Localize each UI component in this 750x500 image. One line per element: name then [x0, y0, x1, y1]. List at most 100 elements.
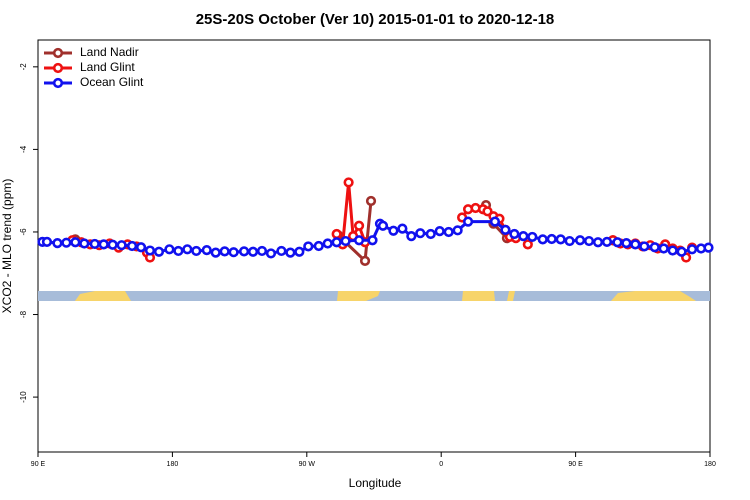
point: [116, 240, 127, 251]
point: [153, 246, 165, 257]
point: [98, 239, 109, 250]
point: [686, 244, 698, 255]
point: [425, 228, 436, 240]
point: [555, 234, 566, 245]
point: [276, 245, 287, 257]
legend-label: Ocean Glint: [80, 75, 144, 89]
y-tick-label: -8: [19, 310, 28, 318]
point: [61, 237, 72, 248]
y-tick-label: -2: [19, 63, 28, 71]
point: [247, 246, 259, 257]
point: [365, 195, 377, 207]
x-tick-label: 0: [439, 461, 443, 468]
point: [574, 235, 586, 246]
point: [107, 239, 118, 250]
point: [500, 224, 511, 235]
point: [612, 237, 623, 248]
point: [210, 247, 221, 258]
point: [89, 238, 100, 250]
point: [546, 233, 557, 245]
point: [703, 242, 714, 253]
y-tick-label: -4: [19, 145, 28, 153]
point: [294, 246, 305, 257]
point: [313, 240, 324, 252]
point: [182, 244, 193, 255]
point: [388, 225, 399, 236]
point: [415, 228, 426, 239]
x-tick-label: 90 E: [31, 461, 46, 468]
chart-title: 25S-20S October (Ver 10) 2015-01-01 to 2…: [196, 11, 555, 28]
legend-marker: [52, 62, 64, 74]
series: [37, 216, 714, 259]
point: [676, 246, 687, 257]
point: [377, 220, 389, 231]
point: [649, 242, 660, 253]
point: [489, 216, 501, 227]
x-tick-label: 90 W: [299, 461, 316, 468]
point: [41, 236, 53, 247]
point: [367, 235, 378, 246]
point: [340, 235, 351, 247]
point: [265, 248, 277, 259]
point: [126, 240, 138, 252]
point: [522, 239, 533, 250]
point: [397, 223, 408, 234]
land-strip: [75, 291, 131, 301]
point: [630, 239, 641, 250]
x-tick-label: 90 E: [568, 461, 583, 468]
land-strip: [337, 291, 380, 301]
point: [135, 242, 147, 253]
point: [303, 241, 314, 252]
point: [79, 238, 90, 249]
point: [173, 245, 184, 257]
legend-label: Land Nadir: [80, 45, 139, 59]
point: [583, 235, 595, 247]
surface-strip: [38, 291, 710, 301]
point: [462, 216, 474, 227]
point: [434, 226, 445, 237]
point: [238, 246, 250, 257]
x-axis-label: Longitude: [349, 476, 402, 490]
point: [285, 247, 296, 258]
point: [527, 231, 538, 243]
y-tick-label: -10: [19, 391, 28, 403]
point: [443, 226, 454, 238]
point: [639, 241, 650, 252]
point: [219, 246, 230, 257]
point: [228, 247, 239, 258]
point: [322, 238, 333, 249]
point: [509, 228, 520, 240]
point: [452, 225, 463, 236]
point: [592, 237, 604, 248]
point: [70, 237, 81, 248]
x-tick-label: 180: [704, 461, 716, 468]
point: [164, 244, 175, 255]
point: [343, 177, 354, 188]
point: [667, 245, 678, 256]
y-axis-label: XCO2 - MLO trend (ppm): [0, 179, 14, 314]
land-strip: [462, 291, 495, 301]
point: [621, 238, 632, 249]
point: [52, 238, 63, 249]
y-tick-label: -6: [19, 228, 28, 236]
legend-label: Land Glint: [80, 60, 135, 74]
point: [537, 234, 548, 245]
point: [601, 236, 613, 247]
point: [353, 220, 365, 231]
point: [359, 255, 371, 266]
point: [406, 230, 417, 242]
legend-marker: [52, 47, 64, 59]
x-tick-label: 180: [167, 461, 179, 468]
point: [564, 235, 575, 247]
land-strip: [507, 291, 515, 301]
legend-marker: [52, 77, 64, 89]
point: [191, 245, 202, 257]
point: [144, 245, 156, 256]
land-strip: [611, 291, 696, 301]
point: [331, 237, 342, 248]
point: [658, 243, 669, 254]
point: [518, 230, 529, 242]
point: [256, 245, 268, 257]
point: [201, 245, 212, 256]
